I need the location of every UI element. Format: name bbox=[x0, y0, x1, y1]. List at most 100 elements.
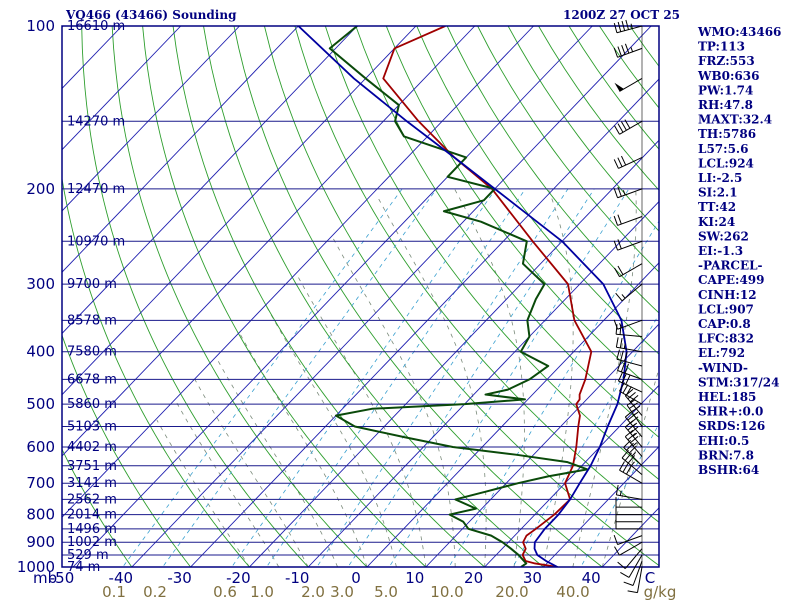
wind-barb-staff bbox=[617, 240, 643, 251]
temperature-tick-label: 40 bbox=[582, 569, 601, 587]
wind-feather bbox=[622, 463, 629, 473]
wind-barb bbox=[617, 360, 643, 380]
height-label: 6678 m bbox=[67, 372, 117, 387]
mixing-ratio-label: 0.1 bbox=[102, 583, 126, 600]
index-line: -PARCEL- bbox=[698, 259, 763, 273]
moist-adiabat bbox=[376, 194, 487, 567]
pressure-tick-label: 200 bbox=[26, 180, 55, 198]
isotherm bbox=[190, 78, 659, 567]
wind-half-feather bbox=[633, 411, 639, 416]
pressure-tick-label: 600 bbox=[26, 438, 55, 456]
wind-feather bbox=[624, 363, 629, 374]
mixing-ratio-line bbox=[448, 220, 659, 567]
wind-feather bbox=[625, 465, 632, 475]
pressure-tick-label: 500 bbox=[26, 395, 55, 413]
index-line: KI:24 bbox=[698, 215, 735, 229]
index-line: HEL:185 bbox=[698, 390, 756, 404]
temperature-tick-label: -30 bbox=[167, 569, 192, 587]
temperature-tick-label: -10 bbox=[285, 569, 310, 587]
station-title: VQ466 (43466) Sounding bbox=[65, 8, 237, 22]
index-line: TH:5786 bbox=[698, 127, 756, 141]
wind-barb bbox=[621, 449, 643, 476]
wind-barb-staff bbox=[618, 380, 643, 393]
isotherm bbox=[62, 26, 417, 396]
mixing-ratio-line bbox=[512, 313, 659, 567]
mixing-ratio-label: 3.0 bbox=[330, 583, 354, 600]
index-line: EI:-1.3 bbox=[698, 244, 743, 258]
wind-feather bbox=[625, 19, 629, 30]
wind-feather bbox=[615, 337, 619, 348]
wind-barb bbox=[613, 214, 643, 226]
wind-barb-staff bbox=[617, 47, 643, 58]
index-line: EHI:0.5 bbox=[698, 434, 749, 448]
height-label: 74 m bbox=[67, 560, 100, 575]
wind-feather bbox=[613, 22, 618, 33]
isotherm bbox=[307, 200, 659, 567]
wind-barbs bbox=[613, 19, 643, 594]
temperature-tick-label: 20 bbox=[464, 569, 483, 587]
wind-feather bbox=[613, 319, 619, 330]
isotherm bbox=[62, 26, 240, 212]
index-line: -WIND- bbox=[698, 361, 748, 375]
wind-feather bbox=[630, 435, 639, 444]
moist-adiabat bbox=[297, 275, 427, 567]
height-label: 529 m bbox=[67, 548, 109, 563]
wind-half-feather bbox=[619, 322, 622, 329]
wind-barb-staff bbox=[619, 541, 643, 556]
height-label: 12470 m bbox=[67, 182, 125, 197]
moist-adiabat bbox=[572, 188, 637, 567]
height-label: 1496 m bbox=[67, 522, 117, 537]
isotherm bbox=[0, 26, 4, 567]
wind-feather bbox=[623, 581, 634, 586]
wind-feather bbox=[621, 373, 627, 384]
wind-barb bbox=[613, 43, 643, 58]
wind-feather bbox=[630, 395, 639, 403]
wind-barb bbox=[615, 283, 643, 302]
index-line: WB0:636 bbox=[697, 69, 759, 83]
mixing-ratio-line bbox=[162, 188, 437, 567]
temperature-trace bbox=[382, 26, 593, 567]
mixing-ratio-line bbox=[347, 188, 595, 567]
mixing-ratio-label: 0.2 bbox=[143, 583, 167, 600]
wind-feather bbox=[624, 351, 628, 362]
index-line: RH:47.8 bbox=[698, 98, 753, 112]
wind-barb-staff bbox=[621, 283, 643, 302]
wind-barb bbox=[614, 77, 643, 92]
wind-feather bbox=[617, 371, 624, 382]
wind-half-feather bbox=[619, 490, 622, 496]
wind-feather bbox=[621, 155, 627, 166]
temperature-tick-label: -20 bbox=[226, 569, 251, 587]
wind-feather bbox=[617, 157, 623, 167]
index-line: PW:1.74 bbox=[698, 83, 753, 97]
pressure-unit-label: mb bbox=[33, 569, 57, 587]
sounding-traces bbox=[297, 26, 628, 567]
isotherm bbox=[72, 26, 593, 567]
wind-half-feather bbox=[632, 442, 638, 447]
height-label: 14270 m bbox=[67, 114, 125, 129]
height-label: 16610 m bbox=[67, 19, 125, 34]
wind-half-feather bbox=[632, 432, 638, 437]
wind-barb bbox=[617, 371, 643, 393]
wind-feather bbox=[613, 215, 619, 226]
wind-feather bbox=[625, 375, 631, 385]
height-label: 4402 m bbox=[67, 440, 117, 455]
wind-feather bbox=[627, 391, 636, 400]
pressure-tick-label: 800 bbox=[26, 506, 55, 524]
index-line: LCL:907 bbox=[698, 302, 754, 316]
wind-barb bbox=[616, 349, 643, 367]
mixing-ratio-label: 2.0 bbox=[301, 583, 325, 600]
mixing-ratio-line bbox=[266, 188, 526, 567]
temperature-tick-label: C bbox=[645, 569, 655, 587]
wind-half-feather bbox=[630, 46, 634, 52]
mixing-ratio-line bbox=[122, 188, 403, 567]
wind-feather bbox=[615, 292, 623, 302]
temperature-tick-label: -50 bbox=[50, 569, 75, 587]
mixing-ratio-label: 0.6 bbox=[213, 583, 237, 600]
temperature-tick-label: 0 bbox=[351, 569, 361, 587]
temperature-tick-label: 10 bbox=[405, 569, 424, 587]
index-line: EL:792 bbox=[698, 346, 745, 360]
wind-feather bbox=[617, 239, 622, 249]
wind-barb-staff bbox=[626, 404, 643, 427]
wind-barb-staff bbox=[617, 535, 643, 545]
moist-adiabat bbox=[156, 419, 250, 567]
